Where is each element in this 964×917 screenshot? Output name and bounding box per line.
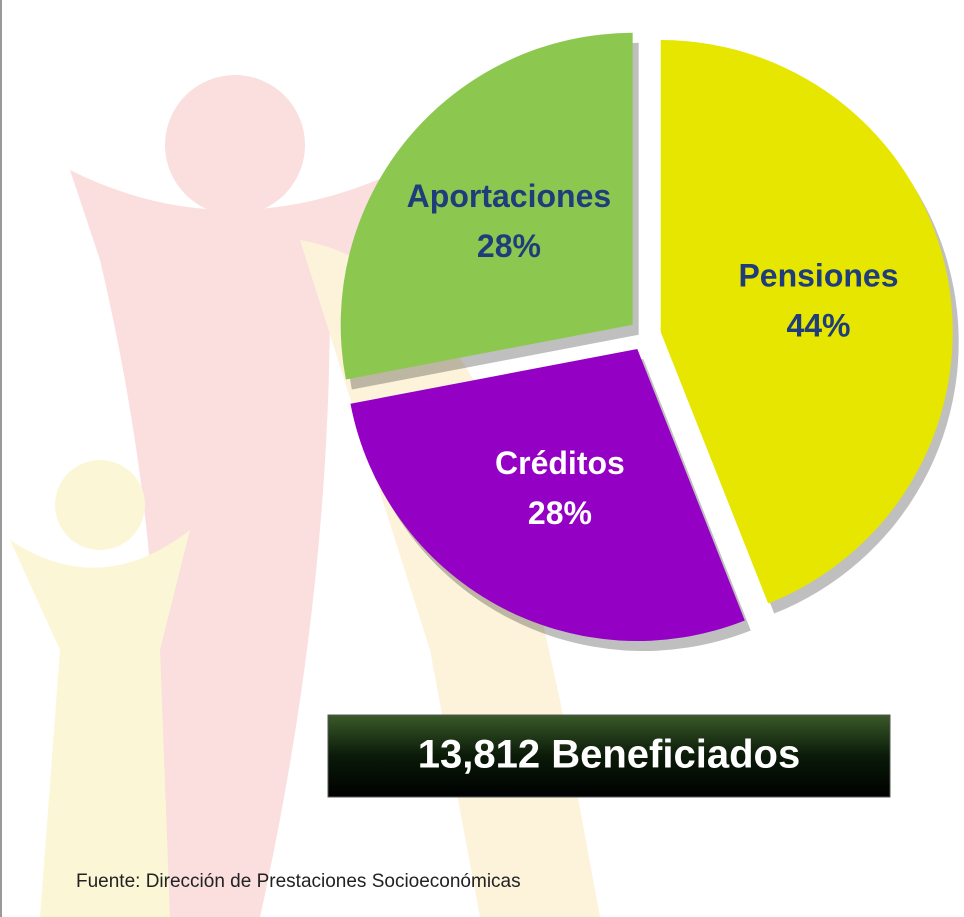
slice-label: Pensiones bbox=[738, 257, 898, 293]
chart: Pensiones 44% Créditos 28% Aportaciones 28% 1… bbox=[0, 0, 964, 917]
slice-value-label: 28% bbox=[477, 228, 541, 264]
slice-value-label: 28% bbox=[528, 495, 592, 531]
pie: Pensiones 44% Créditos 28% Aportaciones 28% bbox=[341, 33, 959, 651]
page: Pensiones 44% Créditos 28% Aportaciones 28% 1… bbox=[0, 0, 964, 917]
slice-label: Créditos bbox=[495, 445, 625, 481]
slice-label: Aportaciones bbox=[407, 178, 611, 214]
annotation: 13,812 Beneficiados bbox=[418, 733, 800, 777]
source: Fuente: Dirección de Prestaciones Socioe… bbox=[76, 871, 521, 892]
slice-value-label: 44% bbox=[786, 307, 850, 343]
